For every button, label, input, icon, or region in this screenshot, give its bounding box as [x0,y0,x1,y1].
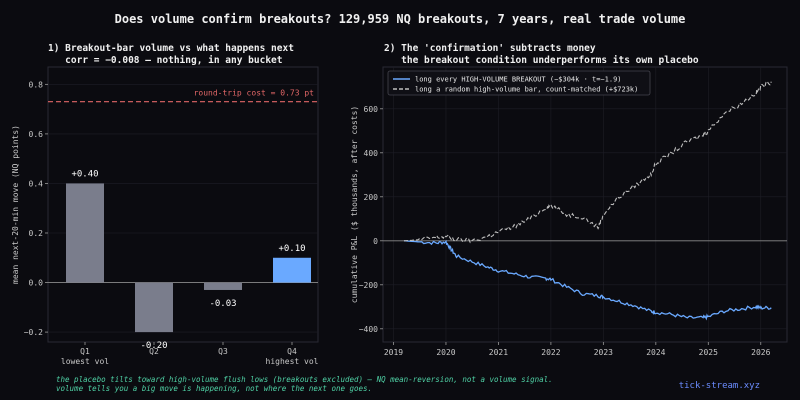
left-ytick-label: 0.6 [29,130,44,139]
left-xtick-label: Q1 [80,347,90,356]
series-placebo-line [403,80,772,244]
left-xtick-sublabel: lowest vol [61,357,109,366]
left-xtick-sublabel: highest vol [266,357,319,366]
bar-q2 [135,282,173,333]
left-panel-title-line1: 1) Breakout-bar volume vs what happens n… [48,43,294,54]
right-ytick-label: 200 [364,193,379,202]
bar-value-label: -0.20 [140,341,167,351]
legend-box [387,70,651,96]
right-panel-title: 2) The 'confirmation' subtracts money th… [384,43,699,67]
bar-value-label: +0.40 [71,169,98,179]
right-ytick-label: 600 [364,105,379,114]
legend-entry: long a random high-volume bar, count-mat… [415,86,638,94]
bar-value-label: -0.03 [209,299,236,309]
right-xtick-label: 2019 [384,348,403,357]
right-ytick-label: −200 [359,281,378,290]
right-xtick-label: 2023 [594,348,613,357]
left-panel-title: 1) Breakout-bar volume vs what happens n… [48,43,294,67]
bar-q3 [204,282,242,290]
bar-q1 [66,183,104,283]
right-ytick-label: 400 [364,149,379,158]
right-xtick-label: 2025 [699,348,718,357]
legend-entry: long every HIGH-VOLUME BREAKOUT (−$304k … [415,76,622,84]
series-breakout-line [403,239,772,321]
left-ytick-label: 0.8 [29,80,44,89]
right-ytick-label: 0 [373,237,378,246]
left-ytick-label: 0.2 [29,229,44,238]
right-panel-title-line2: the breakout condition underperforms its… [384,55,699,66]
bar-value-label: +0.10 [278,244,305,254]
right-ytick-label: −400 [359,325,378,334]
footer-note-line2: volume tells you a big move is happening… [56,384,373,393]
left-ytick-label: 0.4 [29,179,44,188]
left-plot-frame [47,66,319,343]
right-xtick-label: 2022 [541,348,560,357]
bar-q4 [273,257,311,283]
right-xtick-label: 2020 [436,348,455,357]
left-xtick-label: Q3 [218,347,228,356]
left-ytick-label: −0.2 [24,328,43,337]
right-plot-frame [382,66,788,343]
footer-note-line1: the placebo tilts toward high-volume flu… [56,375,553,384]
left-xtick-label: Q2 [149,347,159,356]
left-y-axis-label: mean next-20-min move (NQ points) [11,125,20,284]
right-xtick-label: 2026 [751,348,770,357]
right-xtick-label: 2024 [646,348,665,357]
left-panel-title-line2: corr = −0.008 — nothing, in any bucket [48,55,283,66]
right-xtick-label: 2021 [489,348,508,357]
left-ytick-label: 0.0 [29,279,44,288]
right-panel-title-line1: 2) The 'confirmation' subtracts money [384,43,596,54]
main-title: Does volume confirm breakouts? 129,959 N… [114,12,686,26]
brand-watermark: tick-stream.xyz [678,381,760,391]
cost-reference-label: round-trip cost = 0.73 pt [194,89,315,98]
right-y-axis-label: cumulative P&L ($ thousands, after costs… [350,106,359,303]
left-xtick-label: Q4 [287,347,297,356]
